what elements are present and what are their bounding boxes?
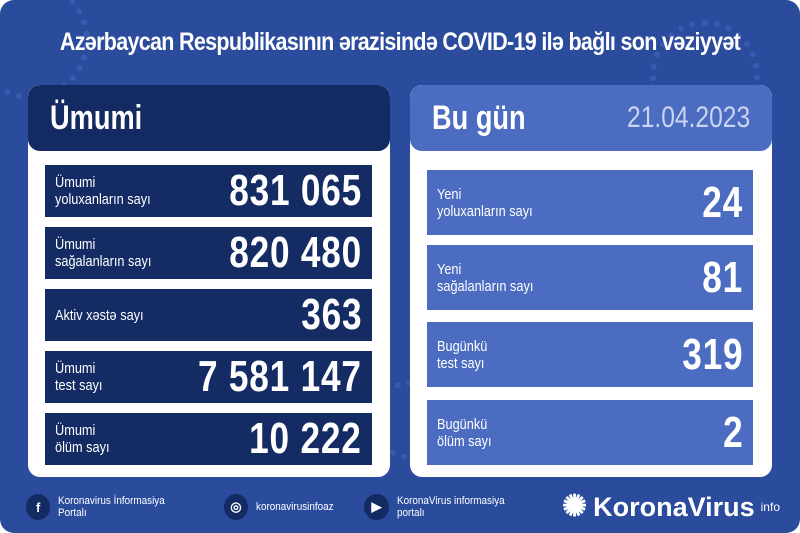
stat-row: Ümumi ölüm sayı 10 222 xyxy=(45,413,372,465)
stat-label: Ümumi sağalanların sayı xyxy=(55,236,152,270)
today-panel: Bu gün 21.04.2023 Yeni yoluxanların sayı 2… xyxy=(410,85,772,477)
youtube-link[interactable]: KoronaVirus informasiya portalı xyxy=(396,495,505,519)
stat-label: Bugünkü test sayı xyxy=(437,337,488,372)
facebook-icon[interactable]: f xyxy=(26,494,51,520)
stat-row: Ümumi yoluxanların sayı 831 065 xyxy=(45,165,372,217)
stat-label: Bugünkü ölüm sayı xyxy=(437,415,492,450)
page-title: Azərbaycan Respublikasının ərazisində CO… xyxy=(59,28,741,56)
stat-value: 363 xyxy=(300,290,362,339)
stat-label: Ümumi yoluxanların sayı xyxy=(55,174,151,208)
stat-value: 831 065 xyxy=(229,166,362,215)
total-panel: Ümumi Ümumi yoluxanların sayı 831 065 Ümu… xyxy=(28,85,390,477)
stat-label: Ümumi ölüm sayı xyxy=(55,422,110,456)
stat-value: 7 581 147 xyxy=(198,352,362,401)
stat-row: Bugünkü test sayı 319 xyxy=(427,322,753,387)
stat-label: Aktiv xəstə sayı xyxy=(55,306,144,324)
stat-label: Yeni yoluxanların sayı xyxy=(437,185,533,220)
brand-sup: info xyxy=(760,500,780,514)
today-header: Bu gün 21.04.2023 xyxy=(410,85,772,151)
stat-row: Yeni sağalanların sayı 81 xyxy=(427,245,753,310)
facebook-link[interactable]: Koronavirus İnformasiya Portalı xyxy=(58,495,166,519)
stat-row: Bugünkü ölüm sayı 2 xyxy=(427,400,753,465)
stat-row: Yeni yoluxanların sayı 24 xyxy=(427,170,753,235)
footer: f Koronavirus İnformasiya Portalı ◎ korona… xyxy=(26,492,780,522)
brand-logo: ✺ KoronaVirus info xyxy=(562,492,780,523)
stat-value: 820 480 xyxy=(229,228,362,277)
stat-row: Aktiv xəstə sayı 363 xyxy=(45,289,372,341)
stat-label: Ümumi test sayı xyxy=(55,360,103,394)
stat-row: Ümumi sağalanların sayı 820 480 xyxy=(45,227,372,279)
stat-label: Yeni sağalanların sayı xyxy=(437,260,534,295)
stat-value: 24 xyxy=(702,177,743,227)
instagram-icon[interactable]: ◎ xyxy=(223,494,249,520)
total-heading: Ümumi xyxy=(50,98,143,137)
total-header: Ümumi xyxy=(28,85,390,151)
stat-value: 319 xyxy=(681,329,743,379)
stat-value: 10 222 xyxy=(249,414,362,463)
brand-name: KoronaVirus xyxy=(593,491,755,522)
instagram-link[interactable]: koronavirusinfoaz xyxy=(256,501,334,513)
sun-virus-logo-icon: ✺ xyxy=(561,490,588,523)
date: 21.04.2023 xyxy=(626,101,750,134)
stat-row: Ümumi test sayı 7 581 147 xyxy=(45,351,372,403)
stat-value: 81 xyxy=(702,252,743,302)
youtube-icon[interactable]: ▶ xyxy=(364,494,389,520)
stat-value: 2 xyxy=(722,407,743,457)
today-heading: Bu gün xyxy=(432,98,526,137)
